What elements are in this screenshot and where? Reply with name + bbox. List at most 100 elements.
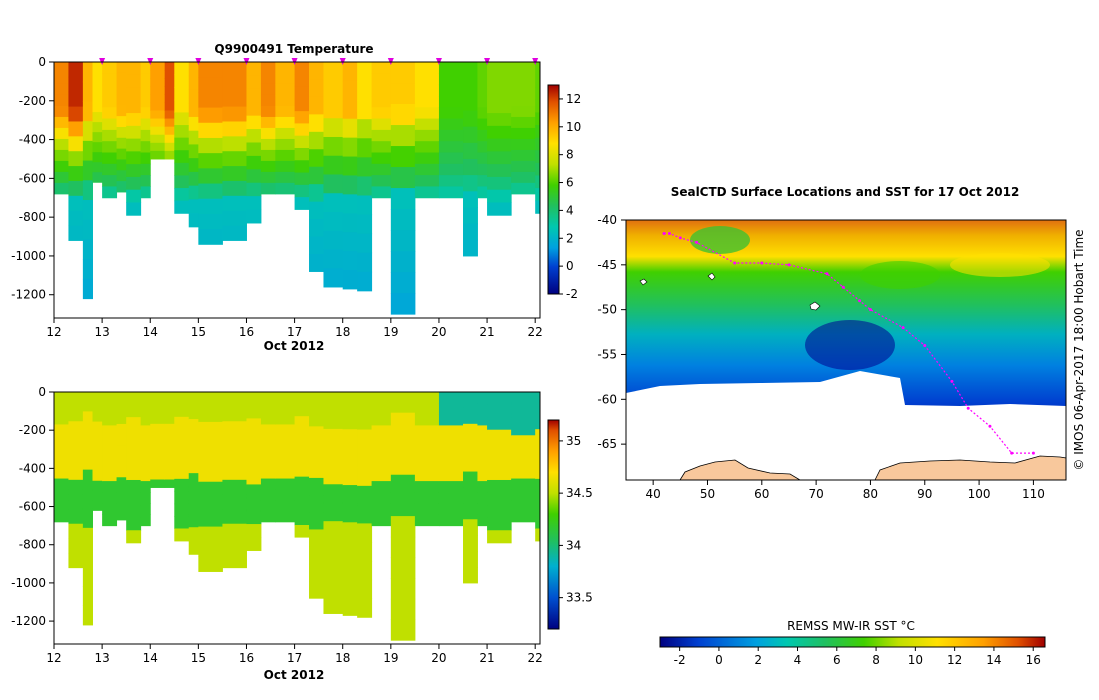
temperature-cell	[390, 62, 416, 84]
temperature-cell	[150, 134, 166, 144]
temperature-cell	[222, 166, 247, 182]
temperature-cell	[102, 62, 118, 74]
temperature-cell	[535, 87, 541, 101]
salinity-cell	[294, 440, 310, 453]
track-point	[988, 424, 992, 428]
track-point	[868, 308, 872, 312]
temperature-section-chart: Q9900491 Temperature 0 -200 -400 -600 -800 -1…	[11, 42, 581, 353]
salinity-cell	[174, 441, 190, 455]
temperature-cell	[92, 142, 103, 153]
salinity-cell	[535, 454, 541, 467]
temperature-cell	[116, 159, 127, 171]
salinity-cell	[150, 407, 166, 417]
temperature-cell	[126, 176, 142, 191]
x-tick-label: 13	[94, 325, 109, 339]
salinity-cell	[371, 514, 392, 527]
y-tick-label: -800	[19, 538, 46, 552]
temperature-cell	[150, 118, 166, 128]
salinity-cell	[92, 411, 103, 423]
y-tick-label: -600	[19, 500, 46, 514]
salinity-cell	[342, 596, 358, 616]
temperature-cell	[164, 86, 175, 95]
temperature-cell	[511, 105, 536, 118]
temperature-cell	[535, 200, 541, 214]
salinity-cell	[414, 436, 440, 449]
salinity-cell	[371, 469, 392, 482]
salinity-cell	[535, 516, 541, 529]
salinity-cell	[150, 447, 166, 457]
temperature-cell	[54, 83, 69, 96]
temperature-cell	[275, 138, 296, 151]
salinity-cell	[463, 392, 478, 409]
temperature-cell	[126, 113, 142, 127]
salinity-cell	[82, 469, 93, 490]
salinity-cell	[222, 465, 247, 481]
temperature-cell	[477, 163, 488, 176]
salinity-cell	[140, 414, 151, 426]
temperature-cell	[164, 70, 175, 79]
colorbar-tick-label: 6	[566, 176, 574, 190]
salinity-cell	[174, 503, 190, 517]
salinity-cell	[477, 503, 488, 515]
salinity-cell	[323, 502, 344, 522]
temperature-x-axis: 12 13 14 15 16 17 18 19 20 21 22	[46, 318, 543, 339]
salinity-cell	[371, 403, 392, 415]
temperature-cell	[92, 92, 103, 103]
y-tick-label: -400	[19, 133, 46, 147]
temperature-cell	[357, 195, 373, 216]
salinity-cell	[54, 392, 69, 404]
temperature-cell	[174, 150, 190, 164]
colorbar-tick-label: 33.5	[566, 591, 593, 605]
temperature-cell	[294, 135, 310, 149]
temperature-cell	[414, 118, 440, 131]
temperature-cell	[535, 125, 541, 139]
salinity-cell	[150, 423, 166, 433]
salinity-cell	[68, 553, 84, 569]
temperature-cell	[463, 191, 478, 208]
salinity-cell	[246, 392, 262, 406]
temperature-cell	[371, 73, 392, 86]
salinity-cell	[102, 458, 118, 471]
temperature-cell	[477, 141, 488, 154]
sea-ice-no-data	[626, 371, 1066, 480]
temperature-cell	[150, 86, 166, 95]
salinity-cell	[438, 414, 464, 426]
temperature-cell	[174, 175, 190, 189]
temperature-cell	[54, 127, 69, 140]
salinity-cell	[126, 454, 142, 468]
salinity-cell	[188, 459, 199, 474]
temperature-cell	[126, 87, 142, 101]
temperature-cell	[116, 116, 127, 128]
salinity-cell	[222, 523, 247, 539]
salinity-cell	[174, 429, 190, 443]
salinity-cell	[188, 446, 199, 461]
colorbar-tick-label: 8	[566, 148, 574, 162]
temperature-cell	[371, 84, 392, 97]
salinity-cell	[68, 465, 84, 481]
temperature-cell	[92, 102, 103, 113]
salinity-cell	[102, 469, 118, 482]
salinity-cell	[275, 500, 296, 512]
temperature-section-cells	[54, 62, 541, 315]
temperature-cell	[275, 171, 296, 184]
salinity-cell	[222, 509, 247, 525]
temperature-cell	[54, 182, 69, 195]
temperature-cell	[535, 150, 541, 164]
salinity-cell	[309, 546, 324, 565]
temperature-cell	[140, 95, 151, 108]
salinity-cell	[511, 478, 536, 490]
temperature-cell	[188, 213, 199, 228]
salinity-cell	[477, 436, 488, 449]
temperature-x-label: Oct 2012	[264, 339, 325, 353]
x-tick-label: 19	[383, 651, 398, 665]
salinity-cell	[102, 492, 118, 504]
temperature-cell	[294, 172, 310, 186]
salinity-cell	[390, 536, 416, 558]
temperature-cell	[102, 107, 118, 120]
temperature-cell	[246, 75, 262, 90]
temperature-cell	[164, 142, 175, 152]
temperature-cell	[390, 188, 416, 210]
sst-eddy	[860, 261, 940, 289]
temperature-cell	[511, 94, 536, 107]
